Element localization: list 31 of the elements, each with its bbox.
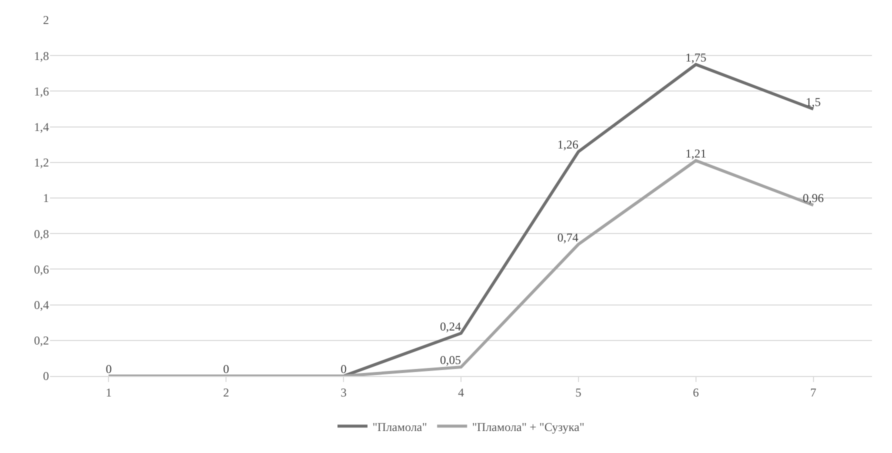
y-tick-label: 1,8: [34, 48, 49, 63]
x-tick-label: 6: [692, 385, 699, 400]
data-label: 0,24: [440, 319, 461, 334]
legend-label: "Пламола" + "Сузука": [472, 420, 584, 434]
y-tick-label: 0,8: [34, 226, 49, 241]
x-tick-label: 5: [575, 385, 582, 400]
x-tick-label: 3: [340, 385, 347, 400]
y-tick-label: 2: [43, 13, 49, 28]
data-label: 0,74: [557, 230, 578, 244]
y-tick-label: 1,2: [34, 156, 49, 170]
x-tick-label: 4: [458, 385, 464, 400]
data-label: 0: [223, 362, 230, 376]
y-tick-label: 0,4: [34, 298, 49, 312]
data-label: 1,5: [806, 95, 821, 109]
y-tick-label: 0: [43, 369, 49, 384]
x-tick-label: 1: [106, 385, 112, 400]
y-tick-label: 0,2: [34, 334, 49, 348]
data-label: 0,05: [440, 353, 461, 368]
data-label: 1,21: [685, 146, 706, 161]
y-tick-label: 1: [43, 191, 49, 206]
data-label: 0,96: [802, 191, 824, 206]
y-tick-label: 0,6: [34, 262, 49, 276]
x-tick-label: 2: [223, 385, 230, 400]
data-label: 1,75: [685, 50, 706, 64]
y-tick-label: 1,6: [34, 84, 49, 98]
legend-label: "Пламола": [372, 420, 428, 434]
y-tick-label: 1,4: [34, 120, 49, 134]
x-tick-label: 7: [810, 385, 816, 400]
data-label: 0: [106, 362, 112, 376]
data-label: 1,26: [557, 138, 578, 152]
data-label: 0: [340, 362, 347, 376]
